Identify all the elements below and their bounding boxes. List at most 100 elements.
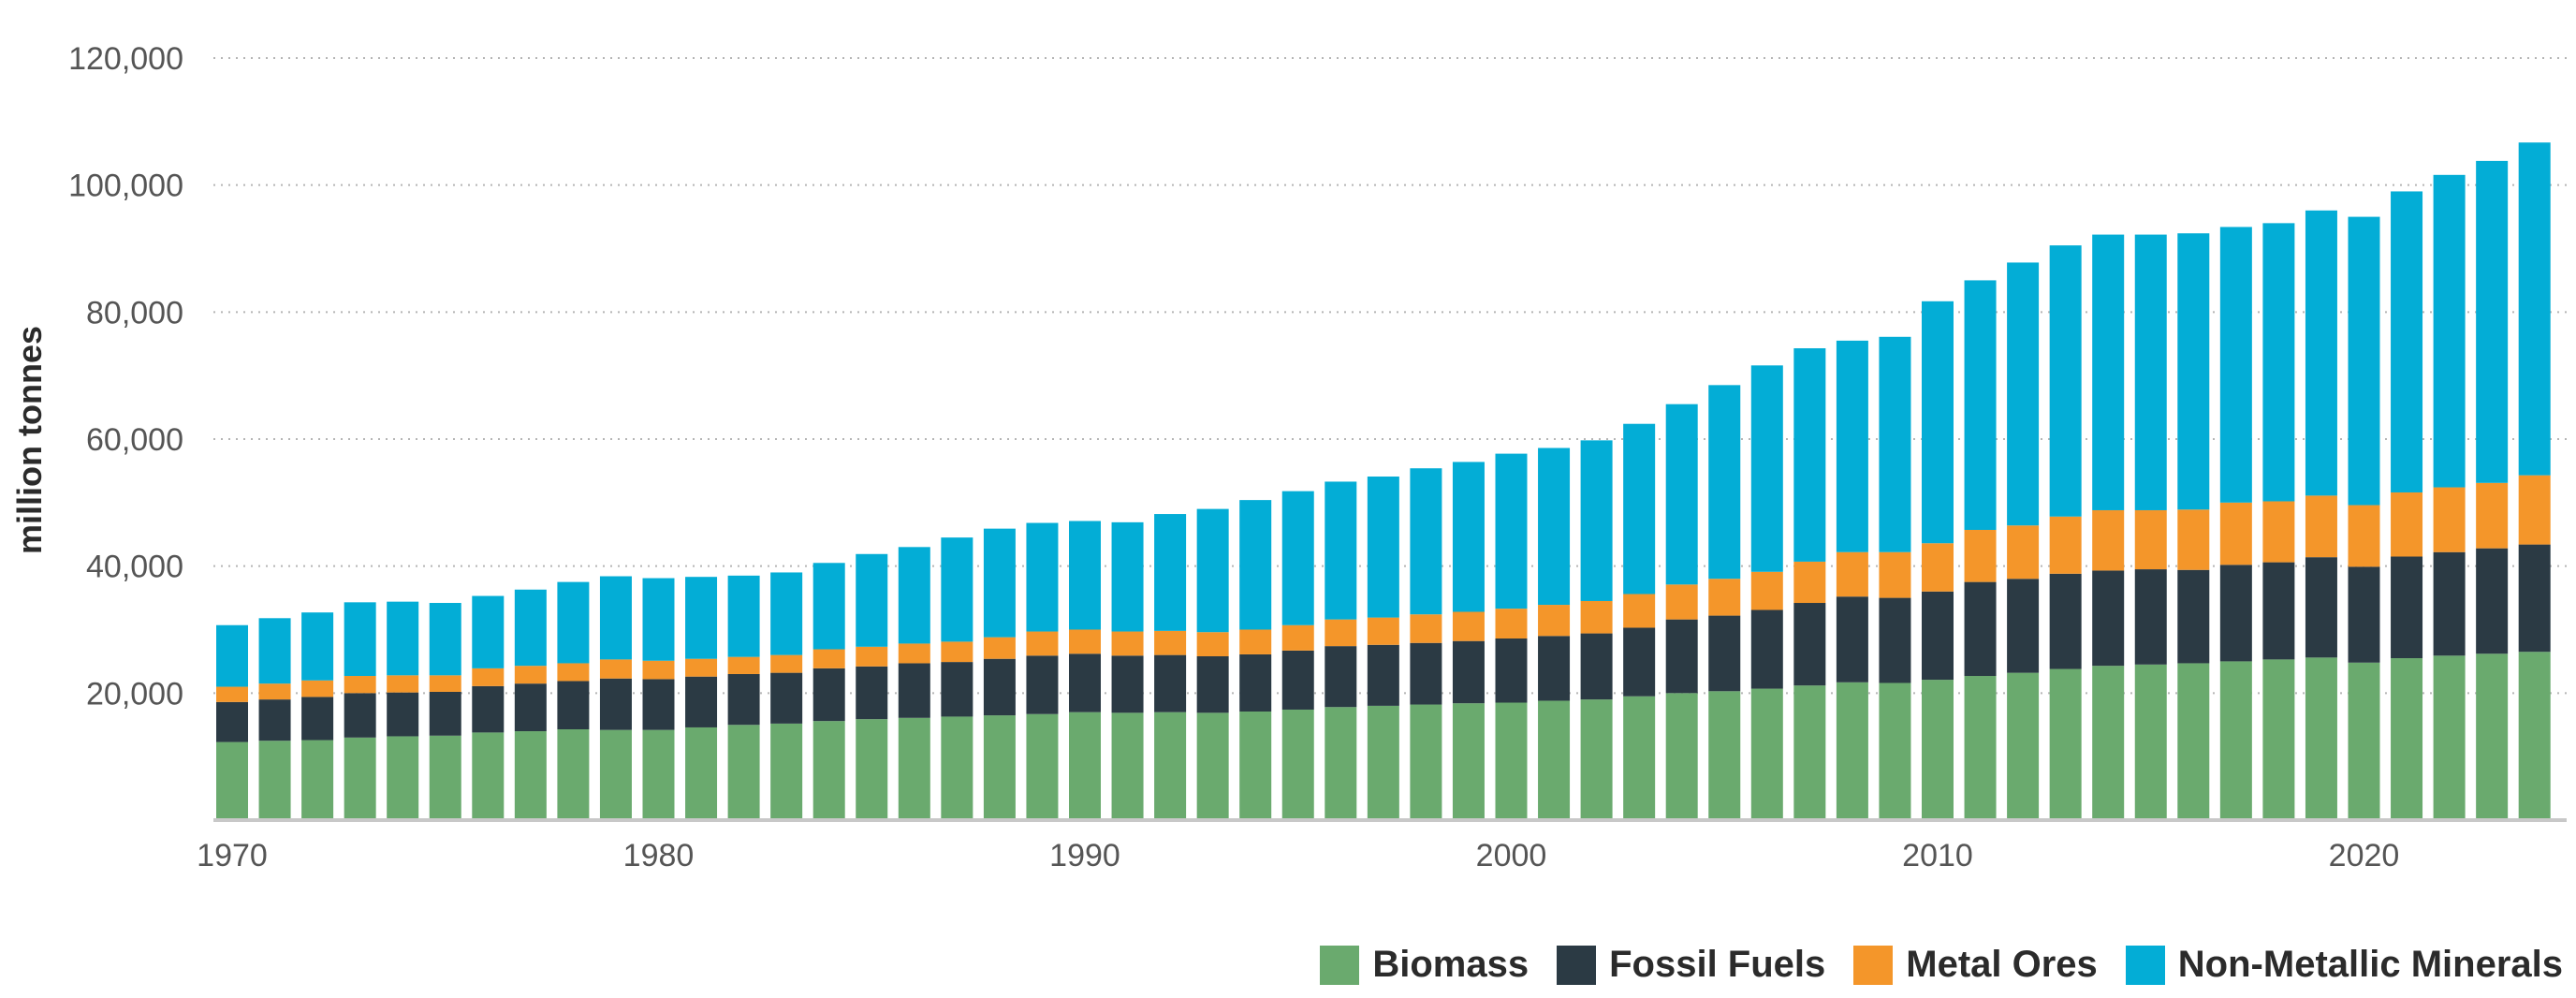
bar-fossil-fuels-1999: [1452, 640, 1485, 704]
bar-metal-ores-1971: [258, 683, 291, 700]
legend-label-non-metallic-minerals: Non-Metallic Minerals: [2177, 944, 2563, 985]
bar-fossil-fuels-1973: [344, 693, 376, 738]
bar-biomass-1979: [599, 729, 632, 820]
bar-metal-ores-2003: [1623, 594, 1656, 628]
bar-fossil-fuels-2012: [2007, 579, 2040, 673]
bar-non-metallic-minerals-2010: [1922, 301, 1954, 544]
bar-fossil-fuels-1986: [898, 663, 930, 718]
legend-swatch-fossil-fuels: [1557, 945, 1597, 985]
bar-biomass-2006: [1750, 688, 1783, 820]
bar-biomass-1977: [514, 731, 547, 820]
bar-non-metallic-minerals-1981: [685, 577, 718, 659]
bar-non-metallic-minerals-1979: [599, 576, 632, 660]
x-tick-label: 2000: [1476, 838, 1547, 873]
bar-metal-ores-1972: [301, 680, 334, 697]
y-tick-label: 80,000: [86, 295, 183, 330]
legend-swatch-metal-ores: [1853, 945, 1894, 985]
bar-non-metallic-minerals-2016: [2177, 233, 2210, 510]
bar-biomass-1992: [1154, 712, 1187, 820]
bar-biomass-1990: [1069, 712, 1101, 820]
bar-fossil-fuels-1990: [1069, 653, 1101, 712]
legend-item-biomass: Biomass: [1320, 944, 1529, 986]
bar-non-metallic-minerals-2003: [1623, 423, 1656, 594]
bar-metal-ores-1996: [1325, 619, 1357, 647]
bar-fossil-fuels-2014: [2092, 570, 2125, 667]
y-tick-label: 40,000: [86, 550, 183, 585]
bar-fossil-fuels-1983: [770, 672, 803, 724]
bar-fossil-fuels-2006: [1750, 609, 1783, 689]
bar-metal-ores-1974: [387, 675, 419, 693]
x-tick-label: 1990: [1049, 838, 1120, 873]
bar-non-metallic-minerals-1991: [1111, 521, 1144, 632]
bar-metal-ores-2010: [1922, 543, 1954, 592]
bar-non-metallic-minerals-2004: [1665, 404, 1698, 585]
bar-non-metallic-minerals-2008: [1836, 340, 1868, 552]
bar-non-metallic-minerals-1997: [1367, 477, 1399, 618]
bar-fossil-fuels-2007: [1793, 603, 1826, 686]
bar-fossil-fuels-1998: [1410, 642, 1442, 705]
bar-metal-ores-1985: [856, 646, 888, 667]
bar-biomass-1989: [1026, 713, 1059, 820]
bar-fossil-fuels-2024: [2518, 544, 2551, 653]
x-tick-label: 2020: [2329, 838, 2400, 873]
bar-metal-ores-2015: [2134, 509, 2167, 570]
bars: [216, 142, 2551, 820]
bar-biomass-1983: [770, 723, 803, 820]
x-tick-label: 2010: [1902, 838, 1973, 873]
bar-biomass-1999: [1452, 703, 1485, 820]
bar-fossil-fuels-2002: [1580, 633, 1613, 700]
bar-biomass-1975: [429, 735, 461, 820]
bar-non-metallic-minerals-1993: [1196, 508, 1229, 633]
bar-non-metallic-minerals-2000: [1495, 453, 1528, 609]
bar-fossil-fuels-1995: [1281, 650, 1314, 710]
bar-metal-ores-1989: [1026, 631, 1059, 656]
bar-fossil-fuels-1972: [301, 697, 334, 741]
x-axis-ticks: 1970 1980 1990 2000 2010 2020: [197, 838, 2399, 873]
bar-metal-ores-1997: [1367, 617, 1399, 645]
bar-fossil-fuels-2020: [2348, 566, 2380, 663]
bar-fossil-fuels-1980: [642, 679, 675, 730]
bar-non-metallic-minerals-1975: [429, 603, 461, 676]
bar-metal-ores-2008: [1836, 551, 1868, 597]
bar-fossil-fuels-2022: [2433, 551, 2466, 656]
bar-fossil-fuels-2004: [1665, 619, 1698, 694]
bar-fossil-fuels-1991: [1111, 655, 1144, 713]
bar-non-metallic-minerals-2012: [2007, 262, 2040, 526]
bar-fossil-fuels-2023: [2476, 548, 2509, 654]
bar-fossil-fuels-1971: [258, 699, 291, 741]
bar-biomass-2021: [2391, 658, 2423, 820]
bar-non-metallic-minerals-1974: [387, 601, 419, 676]
bar-metal-ores-1987: [941, 641, 973, 663]
bar-non-metallic-minerals-1985: [856, 553, 888, 647]
bar-fossil-fuels-1979: [599, 678, 632, 730]
bar-fossil-fuels-1978: [557, 681, 590, 729]
bar-fossil-fuels-2018: [2262, 562, 2295, 660]
y-axis-label: million tonnes: [10, 326, 49, 554]
bar-metal-ores-1999: [1452, 611, 1485, 641]
bar-non-metallic-minerals-2001: [1538, 448, 1571, 606]
bar-metal-ores-1984: [812, 649, 845, 668]
bar-non-metallic-minerals-1976: [472, 595, 505, 668]
bar-fossil-fuels-2016: [2177, 569, 2210, 664]
bar-metal-ores-1992: [1154, 630, 1187, 655]
bar-non-metallic-minerals-1971: [258, 618, 291, 684]
bar-metal-ores-1993: [1196, 632, 1229, 656]
bar-biomass-2016: [2177, 663, 2210, 820]
bar-fossil-fuels-2005: [1708, 615, 1741, 692]
bar-metal-ores-2023: [2476, 482, 2509, 549]
bar-fossil-fuels-2000: [1495, 638, 1528, 703]
bar-fossil-fuels-1981: [685, 676, 718, 727]
bar-metal-ores-1981: [685, 658, 718, 677]
bar-biomass-1985: [856, 719, 888, 820]
legend: Biomass Fossil Fuels Metal Ores Non-Meta…: [1320, 944, 2563, 986]
bar-metal-ores-2013: [2049, 516, 2082, 574]
bar-metal-ores-2001: [1538, 605, 1571, 637]
bar-metal-ores-2016: [2177, 509, 2210, 570]
bar-biomass-1971: [258, 741, 291, 820]
bar-biomass-2010: [1922, 680, 1954, 820]
bar-non-metallic-minerals-2002: [1580, 440, 1613, 601]
bar-metal-ores-1982: [727, 656, 760, 674]
bar-metal-ores-1977: [514, 666, 547, 684]
bar-metal-ores-2021: [2391, 492, 2423, 557]
bar-biomass-1987: [941, 716, 973, 820]
